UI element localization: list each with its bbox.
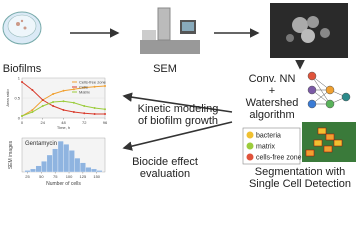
bar — [79, 162, 86, 173]
bar — [91, 168, 97, 173]
point — [83, 112, 86, 115]
legend: bacteria matrix cells-free zone — [246, 131, 302, 162]
bar — [96, 170, 103, 173]
chart-title: Gentamycin — [25, 141, 57, 147]
bar — [57, 140, 64, 173]
point — [104, 85, 106, 87]
bar — [85, 167, 92, 173]
axis-label: SEM images — [8, 140, 14, 169]
x-tick-label: 48 — [61, 120, 66, 125]
point — [93, 107, 96, 109]
segmentation-image — [302, 122, 356, 162]
bar — [63, 144, 70, 173]
x-tick-label: 72 — [82, 120, 87, 125]
legend-label: Cells — [79, 85, 88, 90]
point — [72, 88, 75, 91]
label: Conv. NN — [249, 73, 296, 85]
label: SEM — [153, 63, 177, 75]
label: Segmentation with — [255, 166, 346, 178]
point — [93, 113, 96, 115]
x-tick-label: 0 — [21, 120, 24, 125]
sem-image — [270, 3, 348, 58]
x-tick-label: 25 — [25, 174, 30, 179]
axis-label: Number of cells — [46, 181, 81, 187]
x-tick-label: 24 — [41, 120, 46, 125]
bar — [46, 154, 53, 173]
point — [104, 108, 106, 111]
point — [52, 93, 55, 95]
legend-label: Matrix — [79, 90, 90, 95]
point — [104, 113, 106, 115]
legend-dot — [246, 142, 254, 150]
point — [62, 100, 65, 103]
arrow — [122, 121, 233, 151]
point — [72, 111, 75, 113]
label: + — [269, 85, 275, 97]
point — [21, 115, 23, 117]
label: Watershed — [246, 97, 299, 109]
point — [31, 89, 34, 91]
x-tick-label: 50 — [39, 174, 44, 179]
petri-dish — [2, 11, 42, 45]
point — [31, 109, 34, 111]
sem-icon — [140, 7, 200, 54]
point — [93, 85, 96, 88]
bar — [24, 170, 31, 173]
legend-dot — [246, 153, 254, 161]
y-tick-label: 0 — [18, 116, 21, 121]
axis-label: Time, h — [57, 125, 70, 130]
charts: 0 0.5 1 0 24 48 72 96 Time, h Area ratio Cells-fre… — [5, 76, 108, 188]
point — [83, 86, 86, 89]
legend-dot — [246, 131, 254, 139]
legend-label: cells-free zone — [256, 155, 302, 162]
x-tick-label: 96 — [103, 120, 108, 125]
bar — [52, 148, 59, 173]
point — [83, 105, 86, 107]
point — [31, 111, 34, 113]
bar — [74, 157, 81, 173]
label: Single Cell Detection — [249, 178, 351, 189]
x-tick-label: 100 — [66, 174, 73, 179]
label: algorithm — [249, 109, 294, 121]
bar — [30, 168, 36, 173]
label: evaluation — [140, 168, 190, 180]
label: Biofilms — [3, 63, 42, 75]
bar — [68, 150, 75, 173]
y-tick-label: 1 — [18, 76, 21, 81]
label: of biofilm growth — [138, 115, 218, 127]
point — [52, 101, 55, 103]
point — [41, 99, 44, 101]
label: Kinetic modeling — [138, 103, 219, 115]
y-tick-label: 0.5 — [14, 96, 20, 101]
bar — [41, 161, 48, 173]
point — [41, 105, 44, 107]
label: Biocide effect — [132, 156, 198, 168]
legend-label: Cells-free zone — [79, 80, 107, 85]
point — [72, 101, 75, 104]
x-tick-label: 125 — [80, 174, 87, 179]
x-tick-label: 150 — [93, 174, 100, 179]
legend-label: matrix — [256, 144, 276, 151]
arrow — [122, 92, 233, 113]
point — [21, 81, 23, 83]
neural-net-icon — [307, 71, 351, 109]
point — [62, 109, 65, 111]
graphical-abstract: Biofilms SEM Conv. NN + Watershed algori… — [2, 3, 356, 189]
bar — [35, 165, 42, 173]
point — [62, 89, 65, 92]
x-tick-label: 75 — [53, 174, 58, 179]
point — [52, 105, 55, 107]
legend-label: bacteria — [256, 133, 281, 140]
axis-label: Area ratio — [5, 89, 10, 107]
